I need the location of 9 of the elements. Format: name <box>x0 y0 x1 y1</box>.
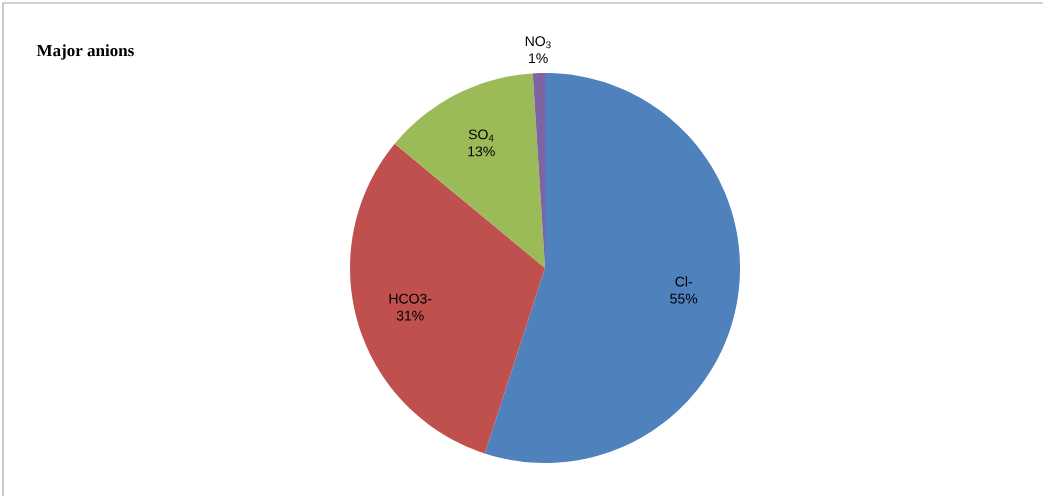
text: Major anions <box>36 44 134 60</box>
slice-label: SO$_{4}$ <box>468 129 494 142</box>
data-label: 55% <box>670 293 698 304</box>
slice-label: NO$_{3}$ <box>525 36 551 49</box>
data-label: 1% <box>529 53 548 64</box>
slice-label: Cl- <box>675 276 693 287</box>
slice-label: HCO3- <box>389 293 432 304</box>
data-label: 13% <box>468 146 495 157</box>
data-label: 31% <box>396 310 424 321</box>
